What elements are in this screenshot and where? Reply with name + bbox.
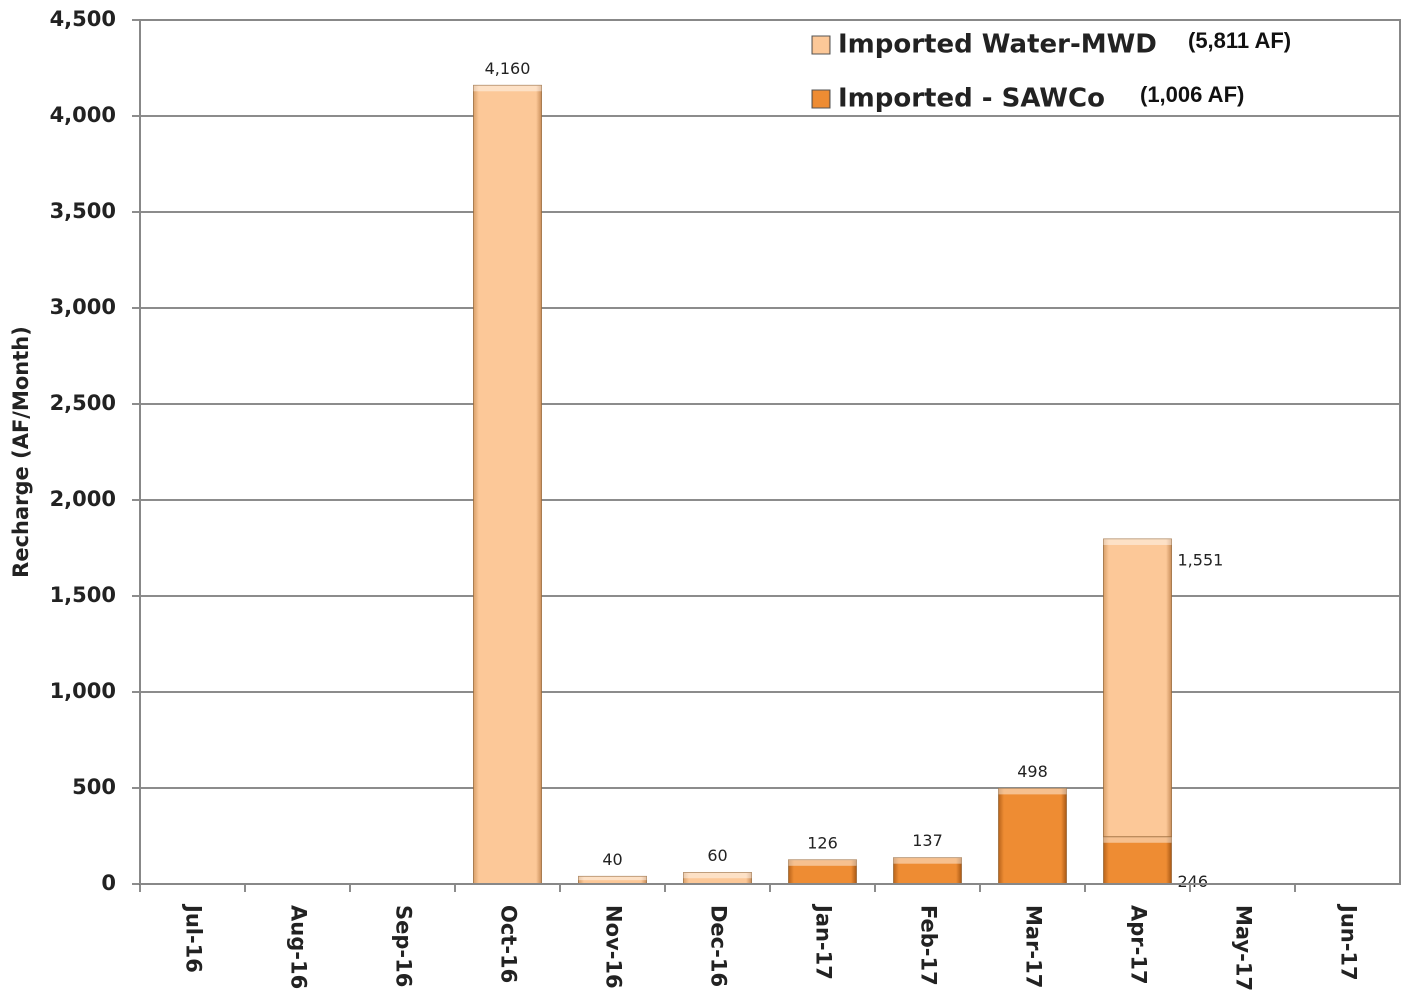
data-label: 137 [912,831,943,850]
y-tick-label: 3,000 [50,295,116,319]
y-tick-label: 3,500 [50,199,116,223]
data-label: 4,160 [485,59,531,78]
x-tick-label: Oct-16 [497,905,521,983]
legend-swatch [811,35,831,55]
plot-frame [139,19,1401,885]
x-tick-label: Dec-16 [707,905,731,987]
bar [473,84,542,885]
bar-bevel [1103,836,1172,843]
x-tick-label: Sep-16 [392,905,416,987]
bar [1103,538,1172,838]
y-tick-label: 4,500 [50,7,116,31]
bar [998,787,1067,885]
bar-bevel [578,876,647,881]
bar-bevel [893,857,962,864]
y-tick-label: 1,000 [50,679,116,703]
data-label: 126 [807,833,838,852]
y-tick-label: 4,000 [50,103,116,127]
data-label: 1,551 [1178,550,1224,569]
y-tick-label: 500 [72,775,116,799]
data-label: 498 [1017,762,1048,781]
x-tick-label: Nov-16 [602,905,626,989]
y-axis-label: Recharge (AF/Month) [9,326,33,578]
x-tick-label: Jul-16 [182,903,206,973]
legend-label: Imported - SAWCo [838,84,1105,114]
x-tick-label: May-17 [1232,905,1256,991]
legend-note: (5,811 AF) [1188,28,1291,53]
bar [1103,836,1172,885]
x-tick-label: Apr-17 [1127,905,1151,985]
bar-bevel [998,788,1067,795]
bar-bevel [788,859,857,866]
data-label: 246 [1178,872,1209,891]
x-tick-label: Mar-17 [1022,905,1046,988]
x-tick-label: Feb-17 [917,905,941,986]
data-label: 60 [707,846,727,865]
y-tick-label: 1,500 [50,583,116,607]
legend-label: Imported Water-MWD [838,30,1157,60]
y-tick-label: 0 [101,871,116,895]
legend-note: (1,006 AF) [1140,82,1244,107]
legend-swatch [811,89,831,109]
bar-bevel [683,872,752,879]
y-tick-label: 2,000 [50,487,116,511]
x-tick-label: Jun-17 [1337,903,1361,981]
bar-bevel [473,85,542,92]
data-label: 40 [602,850,622,869]
x-tick-label: Jan-17 [812,903,836,980]
x-tick-label: Aug-16 [287,905,311,989]
y-tick-label: 2,500 [50,391,116,415]
bar-bevel [1103,538,1172,545]
bar [788,859,857,885]
